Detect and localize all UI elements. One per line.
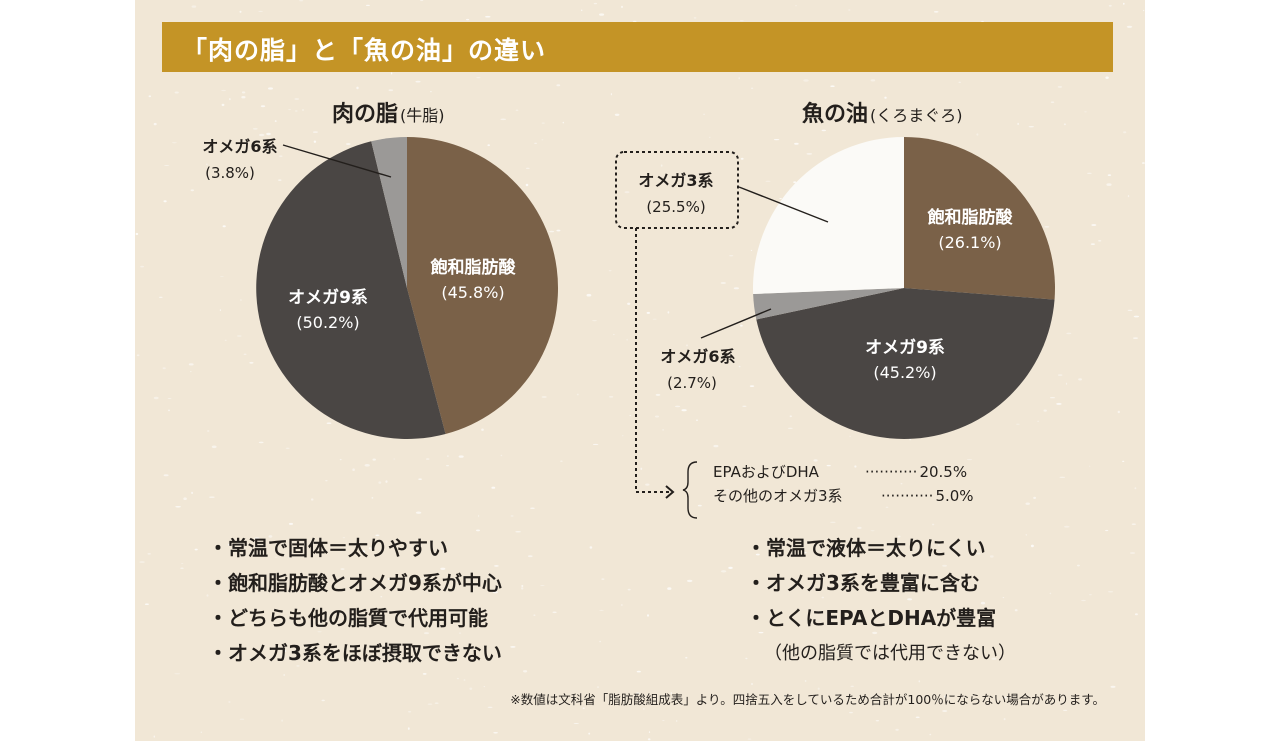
fish-omega6-value: (2.7%) <box>667 374 717 392</box>
fish-chart-title-main: 魚の油 <box>802 102 869 127</box>
breakdown-label: その他のオメガ3系 <box>713 487 843 505</box>
breakdown-value: 20.5% <box>919 463 968 481</box>
omega3-slice <box>753 137 904 294</box>
omega3-leader-line-fish <box>738 186 829 223</box>
list-item: ・常温で固体＝太りやすい <box>208 536 448 560</box>
pie-charts: オメガ6系 (3.8%) 飽和脂肪酸 (45.8%) オメガ9系 (50.2%)… <box>202 137 1056 519</box>
list-item: ・どちらも他の脂質で代用可能 <box>208 606 488 630</box>
fish-omega3-value: (25.5%) <box>646 198 705 216</box>
fish-omega9-value: (45.2%) <box>873 363 936 382</box>
breakdown-label: EPAおよびDHA <box>713 463 819 481</box>
fish-points-list: ・常温で液体＝太りにくい ・オメガ3系を豊富に含む ・とくにEPAとDHAが豊富… <box>746 531 1016 671</box>
meat-omega6-label: オメガ6系 <box>202 137 277 156</box>
infographic-panel: 「肉の脂」と「魚の油」の違い 肉の脂 (牛脂) 魚の油 (くろまぐろ) オメガ6系 … <box>135 0 1145 741</box>
list-item: ・飽和脂肪酸とオメガ9系が中心 <box>208 571 502 595</box>
omega6-slice <box>371 137 407 288</box>
omega9-slice <box>256 141 446 439</box>
meat-chart-subtitle: (牛脂) <box>400 106 445 125</box>
fish-saturated-label: 飽和脂肪酸 <box>927 207 1014 228</box>
page-title: 「肉の脂」と「魚の油」の違い <box>182 36 547 65</box>
fish-saturated-value: (26.1%) <box>938 233 1001 252</box>
breakdown-value: 5.0% <box>935 487 974 505</box>
list-item: ・オメガ3系をほぼ摂取できない <box>208 641 502 665</box>
meat-chart-title-main: 肉の脂 <box>332 102 399 127</box>
saturated-fat-slice <box>904 137 1056 300</box>
list-item: ・常温で液体＝太りにくい <box>746 536 986 560</box>
fish-omega9-label: オメガ9系 <box>865 338 945 358</box>
meat-omega9-value: (50.2%) <box>296 313 359 332</box>
breakdown-dots: ··········· <box>881 487 934 505</box>
omega6-leader-line-fish <box>700 308 772 339</box>
fish-note: （他の脂質では代用できない） <box>764 643 1016 664</box>
omega3-breakdown: EPAおよびDHA ··········· 20.5% その他のオメガ3系 ·····… <box>713 460 974 508</box>
list-item: ・オメガ3系を豊富に含む <box>746 571 980 595</box>
meat-saturated-label: 飽和脂肪酸 <box>430 257 517 278</box>
breakdown-brace <box>682 461 698 519</box>
callout-arrowhead <box>665 485 675 499</box>
omega3-callout-connector <box>635 228 669 493</box>
paper-texture <box>135 0 1145 741</box>
fish-chart-title: 魚の油 (くろまぐろ) <box>802 96 963 128</box>
breakdown-dots: ··········· <box>865 463 918 481</box>
fish-chart-subtitle: (くろまぐろ) <box>870 106 963 125</box>
meat-pie-chart <box>256 137 559 439</box>
footnote: ※数値は文科省「脂肪酸組成表」より。四捨五入をしているため合計が100％にならな… <box>510 692 1105 707</box>
meat-omega6-value: (3.8%) <box>205 164 255 182</box>
omega6-slice <box>753 288 904 320</box>
fish-omega3-label: オメガ3系 <box>638 171 713 190</box>
meat-omega9-label: オメガ9系 <box>288 288 368 308</box>
omega3-callout-box <box>615 151 739 229</box>
saturated-fat-slice <box>407 137 559 434</box>
breakdown-row-other: その他のオメガ3系 ··········· 5.0% <box>713 484 974 508</box>
omega6-leader-line-meat <box>282 144 392 178</box>
omega9-slice <box>756 288 1055 439</box>
meat-points-list: ・常温で固体＝太りやすい ・飽和脂肪酸とオメガ9系が中心 ・どちらも他の脂質で代… <box>208 531 502 671</box>
breakdown-row-epa-dha: EPAおよびDHA ··········· 20.5% <box>713 460 974 484</box>
meat-saturated-value: (45.8%) <box>441 283 504 302</box>
fish-omega6-label: オメガ6系 <box>660 347 735 366</box>
list-item: ・とくにEPAとDHAが豊富 <box>746 606 997 630</box>
title-bar: 「肉の脂」と「魚の油」の違い <box>162 22 1113 72</box>
fish-pie-chart <box>753 137 1056 439</box>
meat-chart-title: 肉の脂 (牛脂) <box>332 96 445 128</box>
